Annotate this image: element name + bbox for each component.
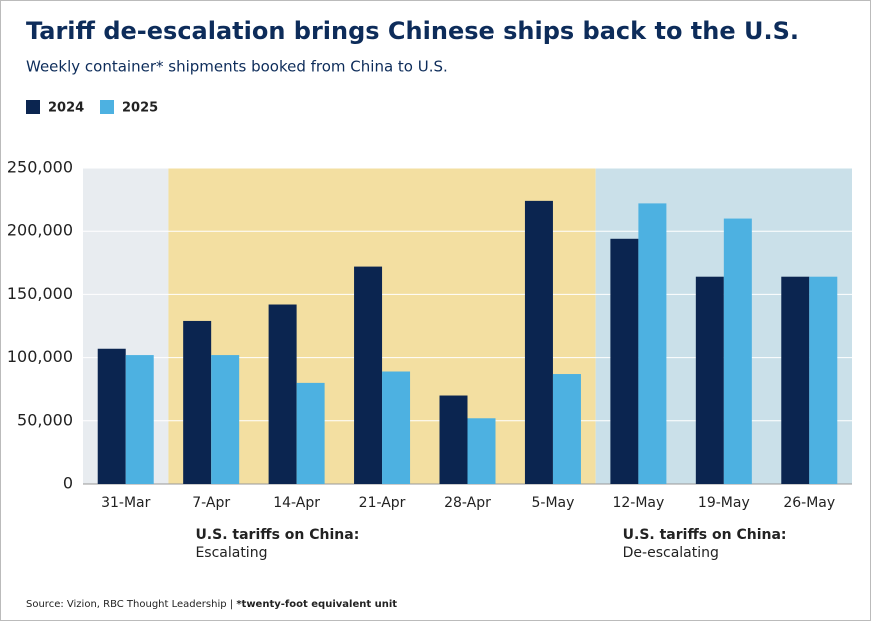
x-tick-label: 5-May bbox=[531, 495, 574, 511]
bar bbox=[638, 203, 667, 484]
x-tick-label: 21-Apr bbox=[359, 495, 406, 511]
bar bbox=[781, 276, 810, 484]
y-tick-label: 50,000 bbox=[17, 410, 73, 429]
bar bbox=[723, 218, 752, 484]
bar bbox=[183, 320, 212, 484]
chart-subtitle: Weekly container* shipments booked from … bbox=[26, 58, 448, 76]
bar bbox=[354, 266, 383, 484]
legend-label: 2025 bbox=[122, 101, 158, 116]
bar bbox=[439, 395, 468, 484]
bar bbox=[695, 276, 724, 484]
x-tick-label: 12-May bbox=[612, 495, 664, 511]
bar bbox=[296, 382, 325, 484]
bar bbox=[97, 348, 126, 484]
annotation-title: U.S. tariffs on China: bbox=[195, 527, 359, 543]
x-tick-label: 7-Apr bbox=[192, 495, 230, 511]
annotation-text: De-escalating bbox=[623, 545, 719, 561]
legend-swatch bbox=[100, 100, 114, 114]
annotation-title: U.S. tariffs on China: bbox=[623, 527, 787, 543]
source-text: Source: Vizion, RBC Thought Leadership | bbox=[26, 599, 236, 610]
bar bbox=[524, 200, 553, 484]
y-tick-label: 150,000 bbox=[7, 284, 73, 303]
y-tick-label: 100,000 bbox=[7, 347, 73, 366]
bar bbox=[809, 276, 838, 484]
legend-swatch bbox=[26, 100, 40, 114]
bar bbox=[610, 238, 639, 484]
bar bbox=[382, 371, 411, 484]
source: Source: Vizion, RBC Thought Leadership |… bbox=[26, 599, 397, 610]
bar bbox=[552, 374, 581, 484]
x-tick-label: 19-May bbox=[698, 495, 750, 511]
bar bbox=[125, 355, 154, 484]
y-tick-label: 250,000 bbox=[7, 158, 73, 177]
chart-title: Tariff de-escalation brings Chinese ship… bbox=[26, 17, 799, 45]
x-tick-label: 31-Mar bbox=[101, 495, 151, 511]
annotation-text: Escalating bbox=[195, 545, 267, 561]
y-tick-label: 200,000 bbox=[7, 221, 73, 240]
bar bbox=[467, 418, 496, 484]
footnote: *twenty-foot equivalent unit bbox=[236, 599, 397, 610]
legend-label: 2024 bbox=[48, 101, 84, 116]
bar bbox=[268, 304, 297, 484]
x-tick-label: 14-Apr bbox=[273, 495, 320, 511]
x-tick-label: 28-Apr bbox=[444, 495, 491, 511]
x-tick-label: 26-May bbox=[783, 495, 835, 511]
y-tick-label: 0 bbox=[63, 474, 73, 493]
bar bbox=[211, 355, 240, 484]
